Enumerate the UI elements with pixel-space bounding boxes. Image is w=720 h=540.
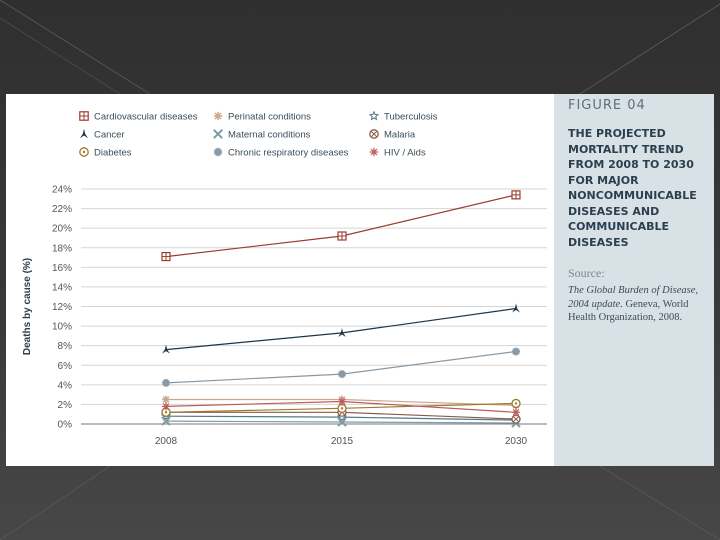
y-tick-label: 8% [58, 341, 73, 352]
data-point [338, 370, 346, 379]
y-tick-label: 4% [58, 380, 73, 391]
slide: 0% 2% 4% 6% 8% 10% 12% 14% 16% 18% 20% 22% 24% 2008 20… [6, 94, 714, 466]
data-point [337, 231, 347, 241]
data-point [162, 378, 170, 387]
series-line [165, 350, 517, 384]
data-point [512, 408, 520, 417]
source-text: The Global Burden of Disease, 2004 updat… [568, 284, 712, 325]
sidebar: FIGURE 04 THE PROJECTED MORTALITY TREND … [554, 94, 714, 466]
data-point [79, 128, 89, 139]
y-tick-label: 12% [52, 302, 72, 313]
y-tick-label: 16% [52, 263, 72, 274]
data-point [368, 110, 380, 121]
data-point [213, 147, 223, 157]
data-point [213, 111, 223, 121]
figure-title: THE PROJECTED MORTALITY TREND FROM 2008 … [568, 127, 697, 249]
y-tick-label: 10% [52, 322, 72, 333]
chart-area: 0% 2% 4% 6% 8% 10% 12% 14% 16% 18% 20% 22% 24% 2008 20… [6, 94, 554, 466]
data-point [79, 147, 89, 157]
x-tick-label: 2015 [331, 436, 354, 447]
data-point [512, 347, 520, 356]
x-tick-label: 2008 [155, 436, 178, 447]
y-tick-label: 2% [58, 400, 73, 411]
data-point [337, 403, 347, 413]
data-point [161, 416, 171, 426]
data-point [369, 147, 379, 157]
data-point [161, 251, 171, 262]
source-heading: Source: [568, 266, 605, 280]
source-title: The Global Burden of Disease, 2004 updat… [568, 285, 698, 310]
data-point [511, 414, 521, 424]
data-point [369, 129, 379, 139]
legend-label: Maternal conditions [228, 130, 311, 141]
data-point [337, 417, 347, 427]
data-point [338, 327, 346, 337]
legend-label: Perinatal conditions [228, 112, 311, 123]
data-point [162, 344, 170, 354]
y-tick-label: 6% [58, 361, 73, 372]
data-point [79, 111, 89, 121]
y-tick-label: 14% [52, 282, 72, 293]
legend-label: Diabetes [94, 148, 132, 159]
mortality-line-chart: 0% 2% 4% 6% 8% 10% 12% 14% 16% 18% 20% 22% 24% 2008 20… [22, 110, 547, 447]
data-point [213, 129, 223, 139]
y-tick-label: 22% [52, 204, 72, 215]
legend-label: HIV / Aids [384, 148, 426, 159]
figure-label: FIGURE 04 [568, 98, 646, 113]
data-point [162, 402, 170, 411]
legend-label: Cardiovascular diseases [94, 112, 198, 123]
y-tick-label: 20% [52, 224, 72, 235]
data-point [338, 397, 346, 406]
data-point [512, 303, 520, 313]
data-point [162, 395, 170, 404]
y-tick-label: 24% [52, 185, 72, 196]
legend-label: Tuberculosis [384, 112, 438, 123]
legend-label: Malaria [384, 130, 416, 141]
data-point [511, 398, 521, 409]
legend-label: Chronic respiratory diseases [228, 148, 349, 159]
legend-label: Cancer [94, 130, 125, 141]
y-tick-label: 18% [52, 243, 72, 254]
series-line [165, 307, 517, 351]
data-point [511, 190, 521, 200]
y-tick-label: 0% [58, 420, 73, 431]
x-tick-label: 2030 [505, 436, 528, 447]
y-axis-label: Deaths by cause (%) [22, 258, 33, 355]
source-rest: Geneva, World Health Organization, 2008. [568, 298, 689, 324]
